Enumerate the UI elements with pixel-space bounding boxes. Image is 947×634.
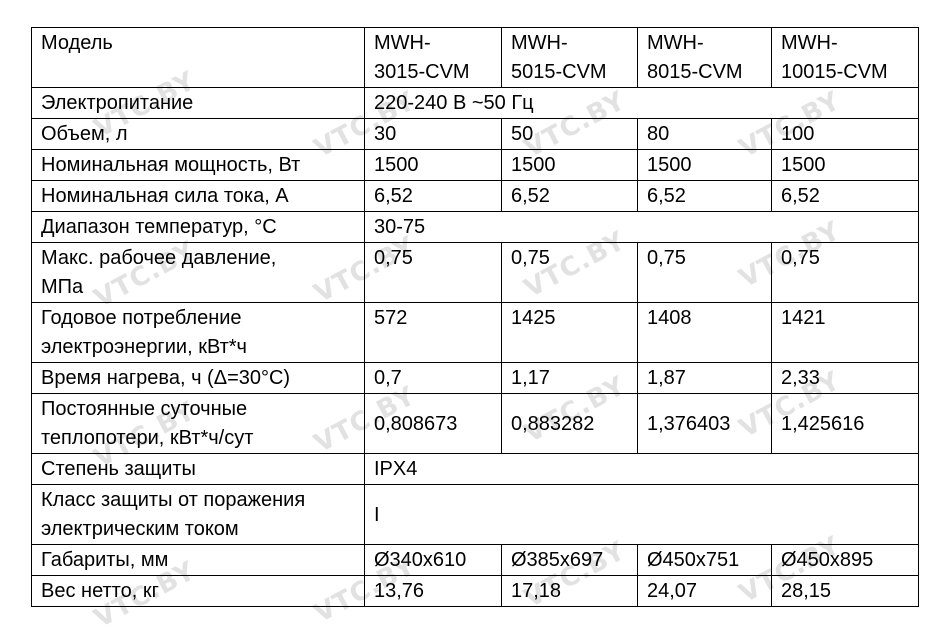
cell-value: 50 xyxy=(501,118,638,150)
row-label: Время нагрева, ч (Δ=30°С) xyxy=(31,362,365,394)
model-cell: MWH- 10015-CVM xyxy=(771,27,919,88)
protection-degree-value: IPX4 xyxy=(364,453,919,485)
cell-value: 0,883282 xyxy=(501,393,638,454)
cell-value: 13,76 xyxy=(364,575,502,607)
model-label: Модель xyxy=(31,27,365,88)
cell-value: 1500 xyxy=(364,149,502,181)
cell-value: 1,17 xyxy=(501,362,638,394)
cell-value: 0,75 xyxy=(501,242,638,303)
row-label: Объем, л xyxy=(31,118,365,150)
power-supply-value: 220-240 В ~50 Гц xyxy=(364,87,919,119)
model-cell: MWH- 3015-CVM xyxy=(364,27,502,88)
cell-value: Ø340x610 xyxy=(364,544,502,576)
cell-value: 6,52 xyxy=(637,180,772,212)
cell-value: 1425 xyxy=(501,302,638,363)
model-cell: MWH- 8015-CVM xyxy=(637,27,772,88)
cell-value: 1500 xyxy=(637,149,772,181)
cell-value: 1421 xyxy=(771,302,919,363)
row-label: Электропитание xyxy=(31,87,365,119)
row-label: Диапазон температур, °С xyxy=(31,211,365,243)
cell-value: 1408 xyxy=(637,302,772,363)
table-row-heat-loss: Постоянные суточные теплопотери, кВт*ч/су… xyxy=(31,393,919,454)
row-label: Номинальная мощность, Вт xyxy=(31,149,365,181)
cell-value: Ø450x895 xyxy=(771,544,919,576)
cell-value: 0,808673 xyxy=(364,393,502,454)
cell-value: 1,376403 xyxy=(637,393,772,454)
table-row-shock-class: Класс защиты от поражения электрическим т… xyxy=(31,484,919,545)
cell-value: 1,425616 xyxy=(771,393,919,454)
cell-value: 1,87 xyxy=(637,362,772,394)
cell-value: 1500 xyxy=(771,149,919,181)
cell-value: 80 xyxy=(637,118,772,150)
temp-range-value: 30-75 xyxy=(364,211,919,243)
cell-value: 28,15 xyxy=(771,575,919,607)
row-label: Номинальная сила тока, А xyxy=(31,180,365,212)
row-label: Годовое потребление электроэнергии, кВт*ч xyxy=(31,302,365,363)
table-row-volume: Объем, л 30 50 80 100 xyxy=(31,118,919,150)
table-row-net-weight: Вес нетто, кг 13,76 17,18 24,07 28,15 xyxy=(31,575,919,607)
table-row-temp-range: Диапазон температур, °С 30-75 xyxy=(31,211,919,243)
row-label: Габариты, мм xyxy=(31,544,365,576)
table-row-heating-time: Время нагрева, ч (Δ=30°С) 0,7 1,17 1,87 … xyxy=(31,362,919,394)
shock-class-value: I xyxy=(364,484,919,545)
cell-value: 2,33 xyxy=(771,362,919,394)
cell-value: 0,75 xyxy=(364,242,502,303)
cell-value: 1500 xyxy=(501,149,638,181)
cell-value: 30 xyxy=(364,118,502,150)
row-label: Постоянные суточные теплопотери, кВт*ч/су… xyxy=(31,393,365,454)
spec-table: Модель MWH- 3015-CVM MWH- 5015-CVM MWH- 801… xyxy=(31,27,919,607)
row-label: Степень защиты xyxy=(31,453,365,485)
cell-value: Ø450x751 xyxy=(637,544,772,576)
table-row-max-pressure: Макс. рабочее давление, МПа 0,75 0,75 0,7… xyxy=(31,242,919,303)
row-label: Вес нетто, кг xyxy=(31,575,365,607)
model-cell: MWH- 5015-CVM xyxy=(501,27,638,88)
cell-value: 0,75 xyxy=(771,242,919,303)
cell-value: 24,07 xyxy=(637,575,772,607)
table-row-model: Модель MWH- 3015-CVM MWH- 5015-CVM MWH- 801… xyxy=(31,27,919,88)
row-label: Макс. рабочее давление, МПа xyxy=(31,242,365,303)
table-row-rated-current: Номинальная сила тока, А 6,52 6,52 6,52 … xyxy=(31,180,919,212)
row-label: Класс защиты от поражения электрическим т… xyxy=(31,484,365,545)
cell-value: Ø385x697 xyxy=(501,544,638,576)
cell-value: 17,18 xyxy=(501,575,638,607)
cell-value: 6,52 xyxy=(364,180,502,212)
cell-value: 0,7 xyxy=(364,362,502,394)
table-row-rated-power: Номинальная мощность, Вт 1500 1500 1500 … xyxy=(31,149,919,181)
cell-value: 0,75 xyxy=(637,242,772,303)
table-row-power-supply: Электропитание 220-240 В ~50 Гц xyxy=(31,87,919,119)
table-row-annual-consumption: Годовое потребление электроэнергии, кВт*ч… xyxy=(31,302,919,363)
cell-value: 6,52 xyxy=(501,180,638,212)
cell-value: 6,52 xyxy=(771,180,919,212)
table-row-protection-degree: Степень защиты IPX4 xyxy=(31,453,919,485)
table-row-dimensions: Габариты, мм Ø340x610 Ø385x697 Ø450x751 … xyxy=(31,544,919,576)
cell-value: 572 xyxy=(364,302,502,363)
cell-value: 100 xyxy=(771,118,919,150)
